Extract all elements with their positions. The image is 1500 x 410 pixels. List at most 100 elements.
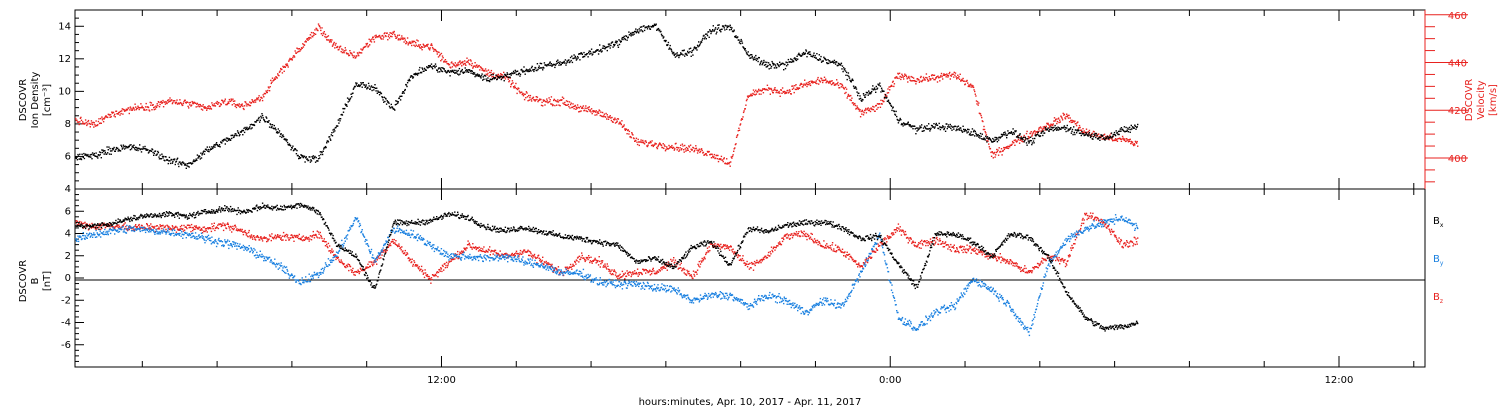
data-point [798,52,800,55]
data-point [600,263,602,265]
data-point [624,272,627,274]
data-point [342,49,344,51]
data-point [975,100,978,102]
data-point [1101,138,1103,140]
data-point [441,264,444,267]
data-point [607,46,609,48]
data-point [483,246,485,248]
data-point [698,45,700,47]
data-point [101,116,103,118]
data-point [89,223,91,226]
data-point [773,63,775,65]
data-point [904,73,906,75]
data-point [443,68,445,70]
data-point [265,116,267,118]
data-point [261,113,263,115]
data-point [920,75,922,78]
data-point [373,41,376,43]
data-point [560,270,562,273]
data-point [819,58,821,60]
data-point [277,234,279,236]
data-point [108,146,110,148]
data-point [614,274,617,276]
data-point [634,30,636,33]
data-point [363,84,366,86]
data-point [614,270,616,273]
data-point [739,255,741,257]
data-point [1071,119,1073,122]
data-point [398,34,401,36]
data-point [226,103,228,106]
data-point [504,73,506,76]
data-point [726,244,728,247]
data-point [407,44,409,46]
data-point [265,90,267,92]
data-point [317,160,319,162]
data-point [118,111,121,113]
data-point [133,144,135,146]
data-point [658,143,660,145]
data-point [1016,136,1018,138]
data-point [828,81,830,84]
data-point [271,125,273,128]
data-point [1132,126,1134,129]
data-point [909,124,911,126]
data-point [172,101,174,104]
data-point [258,116,260,119]
data-point [251,127,253,129]
data-point [387,246,390,248]
data-point [779,61,781,63]
data-point [352,92,354,94]
data-point [561,99,563,101]
data-point [629,34,631,36]
data-point [140,107,143,109]
data-point [1121,138,1123,140]
data-point [958,75,960,78]
data-point [347,101,349,103]
data-point [614,43,616,46]
data-point [118,148,120,151]
data-point [986,140,988,142]
data-point [467,61,469,64]
data-point [173,159,175,161]
data-point [413,260,415,262]
data-point [326,245,328,248]
data-point [257,119,259,122]
data-point [366,42,369,45]
data-point [175,225,177,228]
data-point [1112,140,1114,142]
data-point [598,50,600,52]
data-point [749,57,751,59]
data-point [691,50,693,52]
data-point [136,147,138,149]
data-point [122,144,125,146]
data-point [145,149,147,151]
data-point [319,237,321,239]
data-point [872,85,874,87]
data-point [556,62,558,64]
data-point [302,43,304,45]
data-point [1066,124,1068,127]
data-point [893,85,895,88]
data-point [681,49,684,52]
data-point [98,226,100,228]
data-point [542,99,544,101]
data-point [735,143,737,145]
data-point [144,148,147,150]
data-point [819,81,822,83]
data-point [515,71,517,73]
data-point [966,132,968,134]
data-point [565,267,567,269]
data-point [431,279,433,281]
data-point [140,227,142,229]
data-point [287,66,289,68]
data-point [1081,130,1083,133]
data-point [549,61,551,63]
data-point [404,252,406,254]
data-point [474,62,476,64]
data-point [575,57,577,59]
data-point [526,250,529,253]
data-point [698,148,700,150]
data-point [598,256,600,258]
data-point [295,148,297,151]
